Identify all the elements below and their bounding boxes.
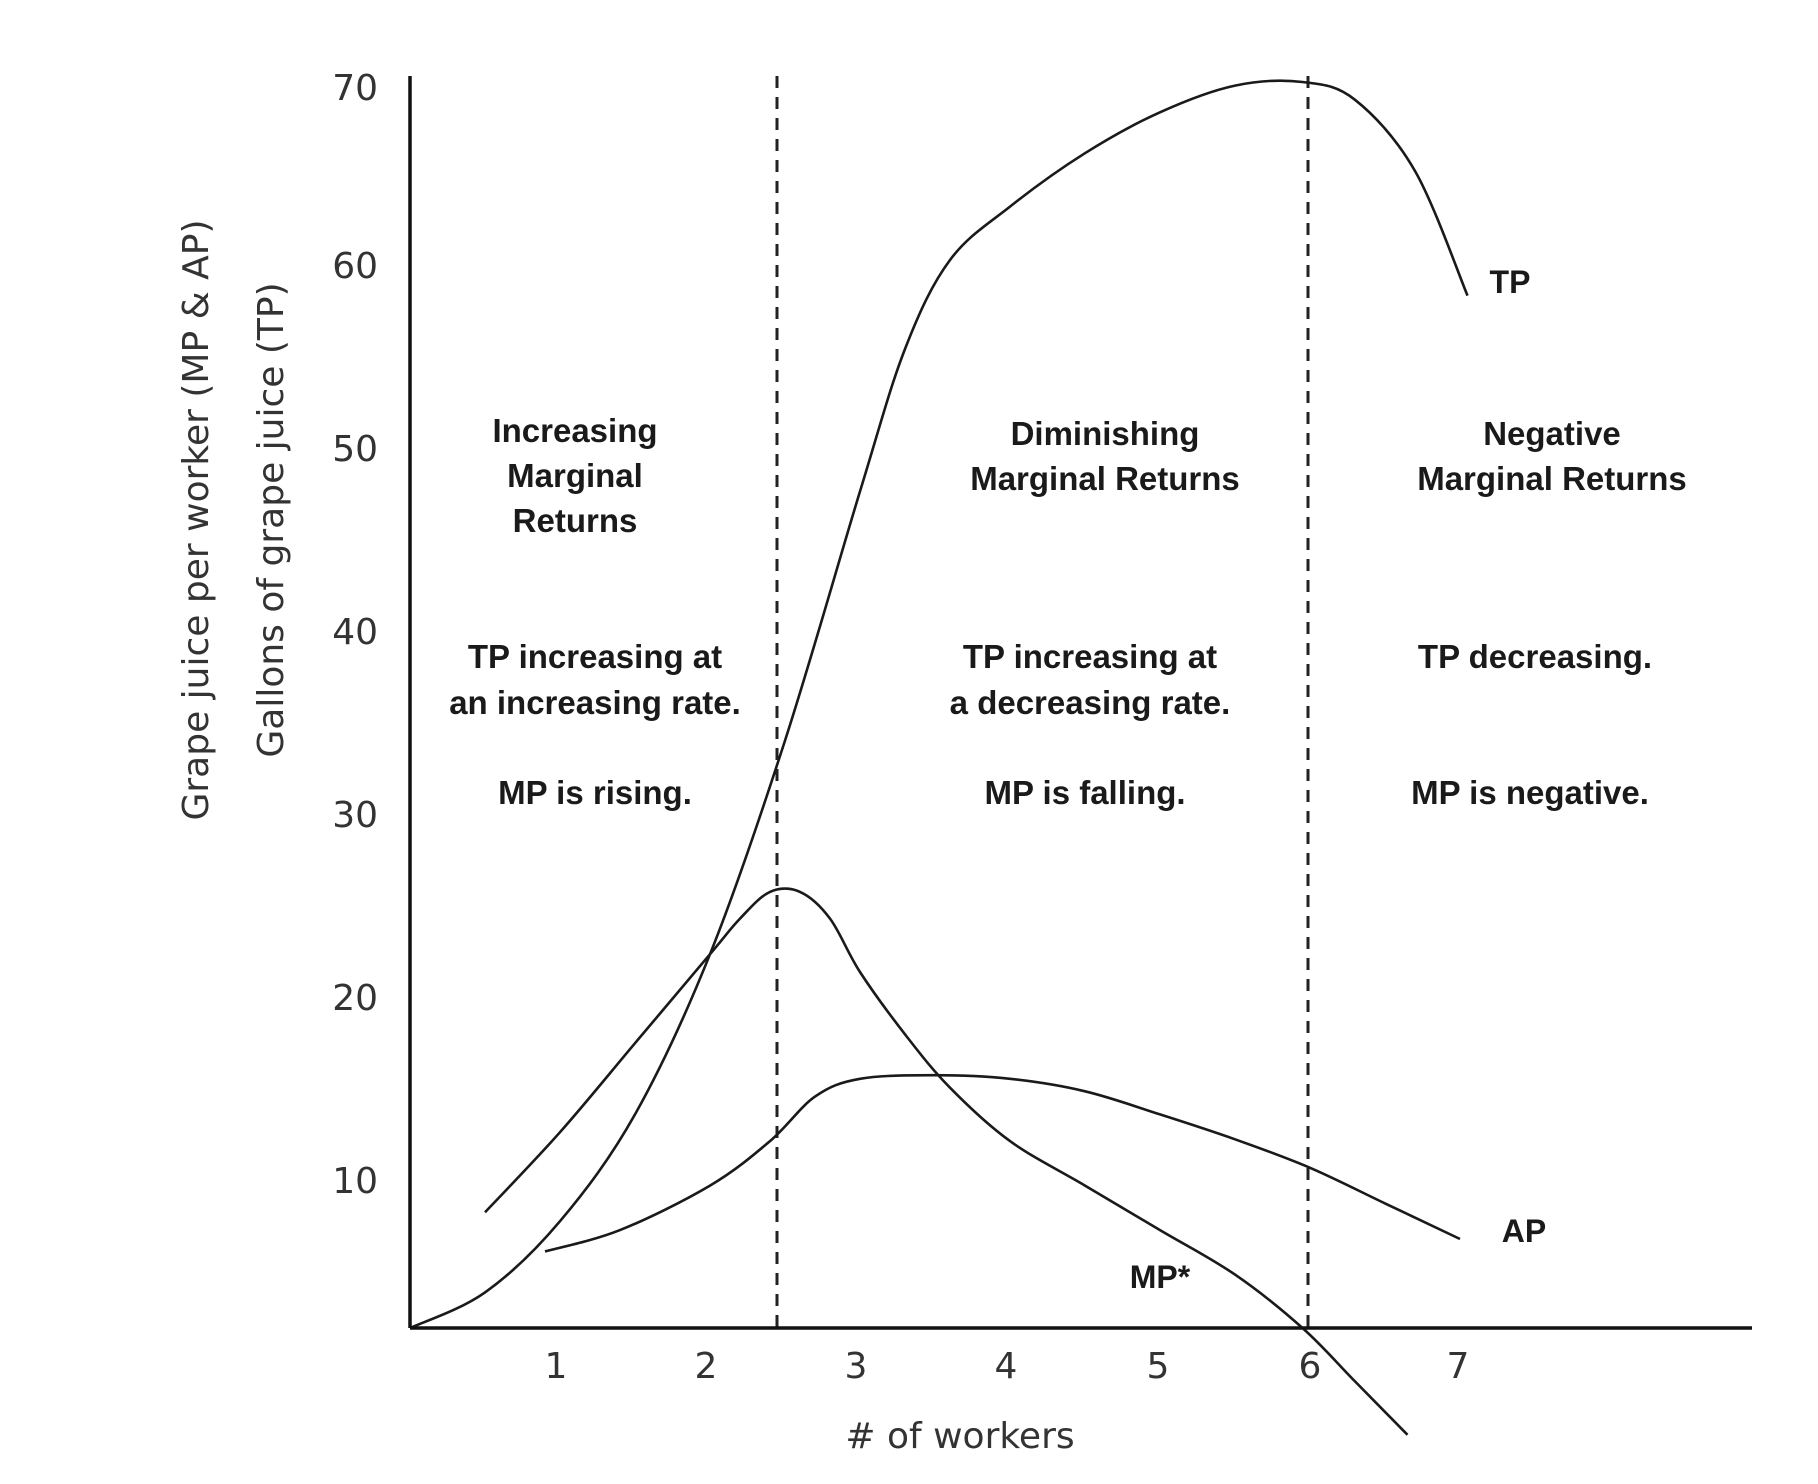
y-tick-label: 10 — [332, 1161, 378, 1202]
x-tick-label: 2 — [695, 1346, 718, 1387]
region-heading-line: Returns — [513, 502, 638, 539]
region-heading-line: Increasing — [492, 412, 657, 449]
region-mp-text: MP is falling. — [984, 774, 1185, 811]
y-axis-title-total: Gallons of grape juice (TP) — [251, 282, 292, 757]
mp-curve — [484, 887, 1409, 1436]
region-heading-line: Diminishing — [1011, 415, 1200, 452]
region-heading-line: Marginal Returns — [970, 460, 1240, 497]
y-tick-labels: 10 20 30 40 50 60 70 — [332, 68, 378, 1202]
region-mp-text: MP is negative. — [1411, 774, 1649, 811]
region-tp-text: TP increasing at — [468, 638, 722, 675]
x-tick-label: 3 — [845, 1346, 868, 1387]
tp-curve — [409, 79, 1469, 1330]
x-tick-label: 5 — [1147, 1346, 1170, 1387]
y-axis-title-per-worker: Grape juice per worker (MP & AP) — [176, 219, 217, 820]
ap-curve — [544, 1073, 1461, 1253]
x-tick-label: 6 — [1299, 1346, 1322, 1387]
region-diminishing: Diminishing Marginal Returns TP increasi… — [950, 415, 1240, 811]
x-axis-title: # of workers — [845, 1416, 1074, 1457]
y-tick-label: 40 — [332, 612, 378, 653]
region-mp-text: MP is rising. — [498, 774, 692, 811]
x-tick-label: 7 — [1447, 1346, 1470, 1387]
region-tp-text: an increasing rate. — [449, 684, 741, 721]
x-tick-labels: 1 2 3 4 5 6 7 — [545, 1346, 1470, 1387]
y-tick-label: 70 — [332, 68, 378, 109]
region-increasing: Increasing Marginal Returns TP increasin… — [449, 412, 741, 811]
x-tick-label: 1 — [545, 1346, 568, 1387]
mp-curve-label: MP* — [1130, 1259, 1191, 1295]
region-tp-text: a decreasing rate. — [950, 684, 1231, 721]
region-tp-text: TP increasing at — [963, 638, 1217, 675]
ap-curve-label: AP — [1502, 1213, 1546, 1249]
region-heading-line: Marginal Returns — [1417, 460, 1687, 497]
region-negative: Negative Marginal Returns TP decreasing.… — [1411, 415, 1687, 811]
region-tp-text: TP decreasing. — [1418, 638, 1652, 675]
y-tick-label: 30 — [332, 795, 378, 836]
y-tick-label: 60 — [332, 246, 378, 287]
region-heading-line: Marginal — [507, 457, 643, 494]
y-tick-label: 50 — [332, 429, 378, 470]
y-tick-label: 20 — [332, 978, 378, 1019]
tp-curve-label: TP — [1490, 264, 1531, 300]
region-heading-line: Negative — [1483, 415, 1621, 452]
x-tick-label: 4 — [995, 1346, 1018, 1387]
